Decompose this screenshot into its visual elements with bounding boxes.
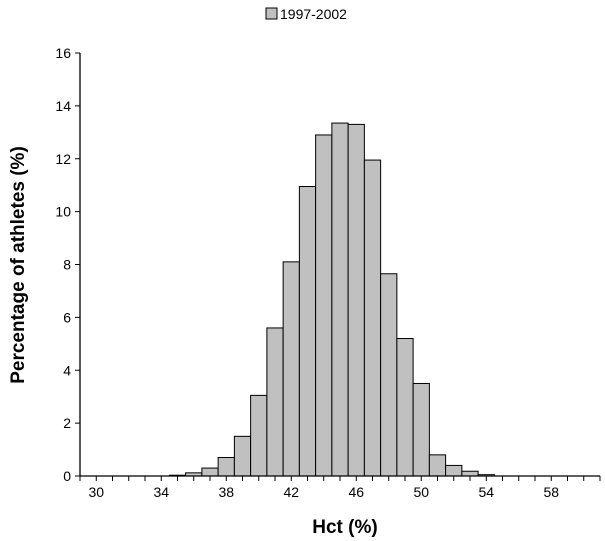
- y-tick-label: 4: [63, 362, 71, 378]
- bar-49: [396, 338, 414, 477]
- y-tick-label: 6: [63, 309, 71, 325]
- y-tick-label: 8: [63, 257, 71, 273]
- legend: 1997-2002: [265, 6, 347, 22]
- bar-37: [201, 467, 219, 477]
- x-tick-label: 30: [88, 484, 104, 500]
- bar-48: [380, 273, 398, 477]
- y-tick-label: 16: [55, 45, 71, 61]
- bar-45: [331, 122, 349, 477]
- bar-42: [282, 261, 300, 477]
- legend-label: 1997-2002: [280, 6, 347, 22]
- x-tick-label: 46: [348, 484, 364, 500]
- bar-50: [412, 382, 430, 477]
- x-axis-title: Hct (%): [312, 517, 377, 538]
- bar-38: [217, 456, 235, 477]
- bar-39: [233, 435, 252, 477]
- bar-44: [315, 134, 333, 477]
- y-tick-label: 12: [55, 151, 71, 167]
- y-tick-label: 0: [63, 468, 71, 484]
- bar-52: [445, 464, 463, 477]
- bars-group: [168, 122, 495, 477]
- y-axis: 0 2 4 6 8 10 12 14 16: [55, 45, 80, 484]
- y-tick-label: 2: [63, 415, 71, 431]
- bar-40: [250, 394, 268, 477]
- bar-51: [428, 454, 447, 477]
- x-tick-label: 58: [543, 484, 559, 500]
- x-axis: 30 34 38 42 46 50 54 58: [79, 476, 601, 500]
- x-tick-label: 38: [218, 484, 234, 500]
- x-tick-label: 54: [478, 484, 494, 500]
- x-tick-label: 50: [413, 484, 429, 500]
- bar-53: [461, 470, 479, 477]
- legend-swatch: [265, 7, 278, 20]
- y-axis-title: Percentage of athletes (%): [8, 146, 29, 384]
- bar-46: [347, 123, 365, 477]
- x-tick-label: 34: [153, 484, 169, 500]
- bar-43: [298, 186, 317, 477]
- x-tick-label: 42: [283, 484, 299, 500]
- y-tick-label: 14: [55, 98, 71, 114]
- y-tick-label: 10: [55, 204, 71, 220]
- bar-41: [266, 327, 284, 477]
- bar-47: [363, 159, 382, 477]
